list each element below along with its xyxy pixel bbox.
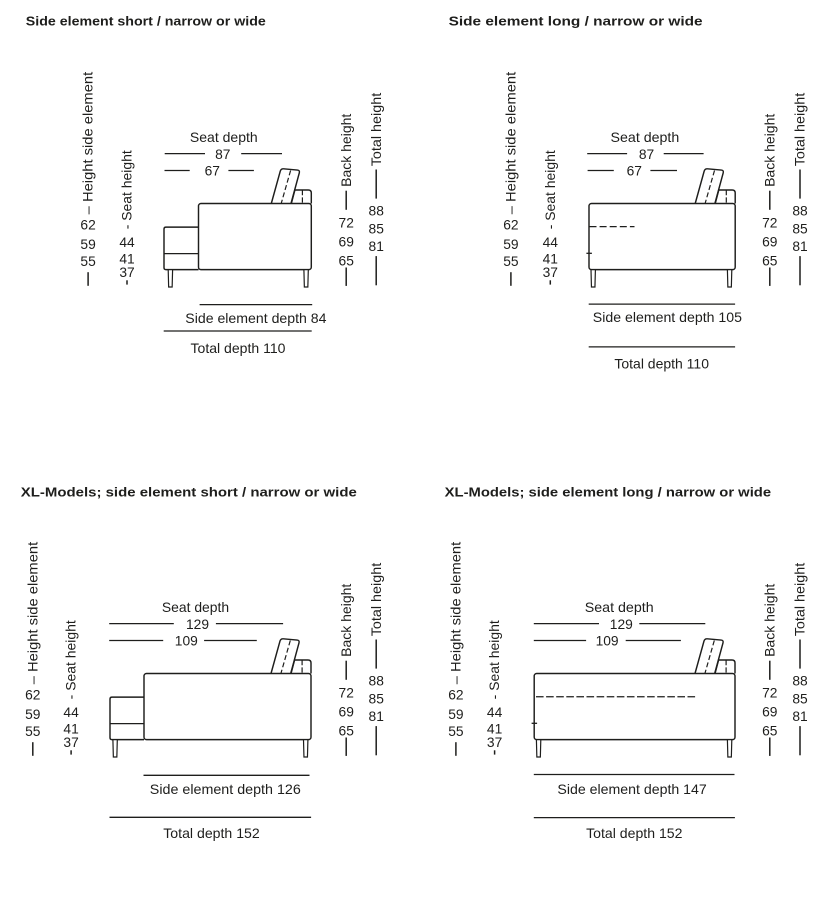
svg-text:81: 81 [369, 709, 384, 724]
svg-text:55: 55 [25, 724, 41, 739]
svg-text:– Height side element: – Height side element [504, 72, 519, 215]
svg-text:44: 44 [63, 705, 79, 720]
svg-text:87: 87 [215, 147, 230, 162]
svg-text:62: 62 [503, 217, 518, 232]
svg-text:55: 55 [80, 254, 96, 269]
svg-text:85: 85 [792, 692, 808, 707]
svg-text:129: 129 [186, 617, 209, 632]
svg-text:Seat depth: Seat depth [162, 600, 229, 615]
svg-text:- Seat height: - Seat height [543, 150, 558, 229]
svg-text:Total height: Total height [369, 93, 384, 167]
svg-text:55: 55 [503, 254, 519, 269]
svg-text:69: 69 [762, 704, 778, 719]
svg-text:65: 65 [339, 253, 355, 268]
svg-text:67: 67 [627, 164, 642, 179]
svg-text:Side element long / narrow or: Side element long / narrow or wide [449, 15, 703, 29]
svg-text:88: 88 [792, 203, 808, 218]
svg-text:62: 62 [80, 217, 95, 232]
svg-text:44: 44 [487, 705, 503, 720]
svg-text:59: 59 [448, 707, 464, 722]
svg-text:Back height: Back height [762, 114, 777, 187]
svg-text:37: 37 [543, 265, 558, 280]
svg-text:Back height: Back height [762, 584, 777, 657]
svg-text:85: 85 [792, 222, 808, 237]
svg-text:69: 69 [339, 234, 355, 249]
svg-text:62: 62 [25, 687, 40, 702]
svg-text:88: 88 [369, 203, 385, 218]
svg-text:Side element short / narrow or: Side element short / narrow or wide [26, 15, 266, 29]
svg-text:Seat depth: Seat depth [611, 130, 680, 145]
svg-text:65: 65 [762, 723, 778, 738]
svg-text:Total height: Total height [793, 563, 808, 637]
svg-text:65: 65 [339, 723, 355, 738]
svg-text:Side element depth 147: Side element depth 147 [557, 782, 706, 797]
svg-text:44: 44 [543, 235, 559, 250]
svg-text:72: 72 [762, 216, 777, 231]
svg-text:XL-Models; side element long /: XL-Models; side element long / narrow or… [445, 485, 771, 499]
svg-text:XL-Models; side element short: XL-Models; side element short / narrow o… [21, 485, 357, 499]
svg-text:67: 67 [205, 164, 220, 179]
svg-text:Total depth 152: Total depth 152 [586, 826, 682, 841]
svg-text:85: 85 [369, 692, 385, 707]
svg-text:Total height: Total height [793, 93, 808, 167]
svg-text:109: 109 [596, 634, 619, 649]
svg-text:Seat depth: Seat depth [585, 600, 654, 615]
svg-text:109: 109 [175, 634, 198, 649]
svg-text:72: 72 [762, 686, 777, 701]
svg-text:- Seat height: - Seat height [64, 620, 79, 699]
svg-text:65: 65 [762, 253, 778, 268]
svg-text:Seat depth: Seat depth [190, 130, 258, 145]
svg-text:37: 37 [487, 735, 502, 750]
svg-text:41: 41 [543, 252, 558, 267]
svg-text:Side element depth 126: Side element depth 126 [150, 782, 301, 797]
svg-text:87: 87 [639, 147, 654, 162]
svg-text:41: 41 [487, 722, 502, 737]
svg-text:88: 88 [792, 673, 808, 688]
svg-text:Side element depth 105: Side element depth 105 [593, 310, 743, 325]
svg-text:Total depth 110: Total depth 110 [191, 341, 286, 356]
svg-text:129: 129 [610, 617, 633, 632]
svg-text:41: 41 [63, 722, 78, 737]
svg-text:Total height: Total height [369, 563, 384, 637]
svg-text:88: 88 [369, 673, 385, 688]
svg-text:85: 85 [369, 222, 385, 237]
svg-text:Side element depth 84: Side element depth 84 [185, 311, 327, 326]
svg-text:81: 81 [369, 239, 384, 254]
svg-text:– Height side element: – Height side element [25, 542, 40, 685]
svg-text:59: 59 [25, 707, 41, 722]
svg-text:Total depth 152: Total depth 152 [163, 826, 260, 841]
svg-text:81: 81 [792, 239, 807, 254]
svg-text:– Height side element: – Height side element [449, 542, 464, 685]
svg-text:41: 41 [119, 252, 134, 267]
svg-text:62: 62 [448, 687, 463, 702]
svg-text:72: 72 [339, 216, 354, 231]
svg-text:Back height: Back height [339, 584, 354, 657]
svg-text:Back height: Back height [339, 114, 354, 187]
svg-text:– Height side element: – Height side element [81, 72, 96, 215]
svg-text:59: 59 [80, 237, 96, 252]
svg-text:Total depth 110: Total depth 110 [614, 357, 709, 372]
svg-text:- Seat height: - Seat height [120, 150, 135, 229]
svg-text:81: 81 [792, 709, 807, 724]
svg-text:44: 44 [119, 235, 135, 250]
svg-text:37: 37 [63, 735, 78, 750]
svg-text:- Seat height: - Seat height [487, 620, 502, 699]
svg-text:69: 69 [339, 704, 355, 719]
svg-text:55: 55 [448, 724, 464, 739]
svg-text:69: 69 [762, 234, 778, 249]
svg-text:72: 72 [339, 686, 354, 701]
svg-text:59: 59 [503, 237, 519, 252]
svg-text:37: 37 [119, 265, 134, 280]
